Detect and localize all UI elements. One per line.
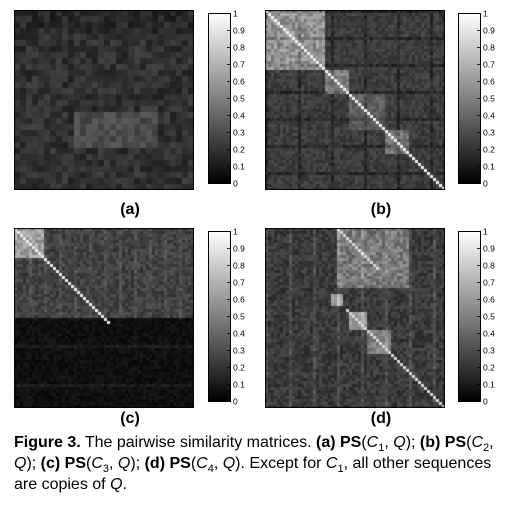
colorbar-tick-label: 0.6: [233, 77, 245, 87]
colorbar-tick-label: 0.3: [233, 346, 245, 356]
colorbar-tick-label: 0.1: [233, 380, 245, 390]
colorbar-tick-label: 1: [233, 9, 238, 19]
colorbar-tick-label: 0.3: [483, 128, 495, 138]
colorbar-tick-label: 0.5: [483, 94, 495, 104]
colorbar-tick-label: 0.8: [233, 43, 245, 53]
colorbar-tick-label: 0.7: [233, 60, 245, 70]
colorbar-tick-label: 0: [483, 397, 488, 407]
similarity-matrix-b: [265, 10, 445, 190]
colorbar-tick-label: 0.1: [483, 162, 495, 172]
colorbar-tick-label: 0.8: [483, 261, 495, 271]
colorbar-tick-label: 0.6: [483, 295, 495, 305]
colorbar-tick-label: 0: [233, 179, 238, 189]
colorbar-tick-label: 0.4: [483, 111, 495, 121]
colorbar-tick-label: 0: [483, 179, 488, 189]
colorbar-tick-label: 0.5: [233, 312, 245, 322]
colorbar-tick-label: 0.2: [483, 363, 495, 373]
colorbar-tick-label: 1: [483, 9, 488, 19]
colorbar-tick-label: 0.4: [233, 111, 245, 121]
panel-label-b: (b): [370, 201, 392, 218]
colorbar-tick-label: 0.1: [483, 380, 495, 390]
colorbar-b: 0 0.1 0.2 0.3 0.4 0.5 0.6 0.7 0.8 0.9 1: [458, 9, 495, 189]
colorbar-d: 0 0.1 0.2 0.3 0.4 0.5 0.6 0.7 0.8 0.9 1: [458, 227, 495, 407]
panel-label-a: (a): [120, 201, 140, 218]
colorbar-tick-label: 0.1: [233, 162, 245, 172]
colorbar-tick-label: 0.6: [233, 295, 245, 305]
colorbar-tick-label: 1: [233, 227, 238, 237]
colorbar-tick-label: 0.4: [483, 329, 495, 339]
colorbar-tick-label: 0.3: [233, 128, 245, 138]
colorbar-tick-label: 0.2: [233, 363, 245, 373]
colorbar-tick-label: 0.5: [483, 312, 495, 322]
colorbar-tick-label: 1: [483, 227, 488, 237]
colorbar-tick-label: 0.7: [233, 278, 245, 288]
colorbar-tick-label: 0.7: [483, 278, 495, 288]
colorbar-tick-label: 0.4: [233, 329, 245, 339]
similarity-matrix-c: [14, 228, 194, 408]
colorbar-tick-label: 0.9: [233, 26, 245, 36]
colorbar-c: 0 0.1 0.2 0.3 0.4 0.5 0.6 0.7 0.8 0.9 1: [208, 227, 245, 407]
colorbar-tick-label: 0.2: [483, 145, 495, 155]
colorbar-tick-label: 0: [233, 397, 238, 407]
colorbar-tick-label: 0.9: [483, 26, 495, 36]
colorbar-tick-label: 0.7: [483, 60, 495, 70]
colorbar-tick-label: 0.3: [483, 346, 495, 356]
similarity-matrix-d: [265, 228, 445, 408]
similarity-matrix-a: [14, 10, 194, 190]
panel-label-c: (c): [120, 410, 140, 427]
colorbar-tick-label: 0.5: [233, 94, 245, 104]
colorbar-tick-label: 0.8: [233, 261, 245, 271]
colorbar-tick-label: 0.6: [483, 77, 495, 87]
colorbar-tick-label: 0.9: [483, 244, 495, 254]
panel-label-d: (d): [370, 410, 392, 427]
colorbar-tick-label: 0.9: [233, 244, 245, 254]
colorbar-tick-label: 0.2: [233, 145, 245, 155]
colorbar-tick-label: 0.8: [483, 43, 495, 53]
figure-caption: Figure 3. The pairwise similarity matric…: [14, 434, 494, 493]
colorbar-a: 0 0.1 0.2 0.3 0.4 0.5 0.6 0.7 0.8 0.9 1: [208, 9, 245, 189]
